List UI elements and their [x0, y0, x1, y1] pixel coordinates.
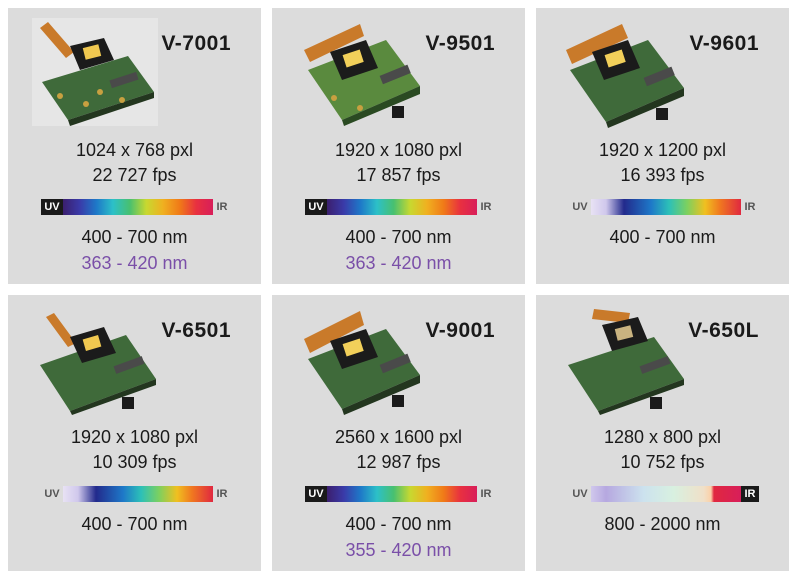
model-name: V-9601	[689, 32, 759, 55]
uv-range-text: 363 - 420 nm	[345, 253, 452, 273]
visible-range-text: 400 - 700 nm	[81, 227, 188, 247]
resolution-text: 1920 x 1080 pxl	[70, 427, 199, 447]
visible-range-text: 400 - 700 nm	[345, 227, 452, 247]
frame-rate-text: 10 309 fps	[92, 452, 177, 472]
frame-rate-text: 10 752 fps	[620, 452, 705, 472]
frame-rate-text: 17 857 fps	[356, 165, 441, 185]
spectrum-bar: UV IR	[305, 199, 495, 215]
spectrum-bar: UV IR	[305, 486, 495, 502]
uv-range-text: 355 - 420 nm	[345, 540, 452, 560]
product-card-v-9601: V-9601 1920 x 1200 pxl 16 393 fps UV IR …	[536, 8, 789, 284]
spectrum-gradient	[591, 199, 741, 215]
resolution-text: 1920 x 1080 pxl	[334, 140, 463, 160]
model-name: V-650L	[688, 319, 759, 342]
resolution-text: 1920 x 1200 pxl	[598, 140, 727, 160]
ir-label: IR	[216, 488, 228, 500]
resolution-text: 2560 x 1600 pxl	[334, 427, 463, 447]
visible-range-text: 800 - 2000 nm	[604, 514, 721, 534]
spectrum-gradient	[63, 486, 213, 502]
visible-range-text: 400 - 700 nm	[609, 227, 716, 247]
spectrum-gradient	[327, 199, 477, 215]
spectrum-bar: UV IR	[41, 199, 231, 215]
spectrum-gradient	[327, 486, 477, 502]
ir-label: IR	[744, 201, 756, 213]
dmd-board-image	[566, 24, 684, 128]
resolution-text: 1024 x 768 pxl	[75, 140, 194, 160]
spectrum-gradient	[591, 486, 741, 502]
spectrum-bar: UV IR	[569, 486, 759, 502]
spectrum-gradient	[63, 199, 213, 215]
dmd-board-image	[304, 24, 420, 126]
spectrum-bar: UV IR	[569, 199, 759, 215]
model-name: V-9501	[425, 32, 495, 55]
ir-label: IR	[480, 488, 492, 500]
spectrum-bar: UV IR	[41, 486, 231, 502]
uv-range-text: 363 - 420 nm	[81, 253, 188, 273]
frame-rate-text: 16 393 fps	[620, 165, 705, 185]
product-card-v-9001: V-9001 2560 x 1600 pxl 12 987 fps UV IR …	[272, 295, 525, 571]
ir-label: IR	[741, 486, 759, 502]
visible-range-text: 400 - 700 nm	[345, 514, 452, 534]
uv-label: UV	[572, 201, 588, 213]
model-name: V-9001	[425, 319, 495, 342]
dmd-board-image	[568, 309, 684, 415]
uv-label: UV	[305, 199, 327, 215]
uv-label: UV	[305, 486, 327, 502]
uv-label: UV	[44, 488, 60, 500]
dmd-board-image	[40, 313, 156, 415]
ir-label: IR	[480, 201, 492, 213]
product-card-v-7001: V-7001 1024 x 768 pxl 22 727 fps UV IR 4…	[8, 8, 261, 284]
uv-label: UV	[572, 488, 588, 500]
product-card-v-6501: V-6501 1920 x 1080 pxl 10 309 fps UV IR …	[8, 295, 261, 571]
visible-range-text: 400 - 700 nm	[81, 514, 188, 534]
model-name: V-6501	[161, 319, 231, 342]
resolution-text: 1280 x 800 pxl	[603, 427, 722, 447]
uv-label: UV	[41, 199, 63, 215]
product-card-v-9501: V-9501 1920 x 1080 pxl 17 857 fps UV IR …	[272, 8, 525, 284]
model-name: V-7001	[161, 32, 231, 55]
frame-rate-text: 22 727 fps	[92, 165, 177, 185]
dmd-board-image	[32, 18, 158, 126]
product-card-v-650l: V-650L 1280 x 800 pxl 10 752 fps UV IR 8…	[536, 295, 789, 571]
ir-label: IR	[216, 201, 228, 213]
dmd-board-image	[304, 311, 420, 415]
frame-rate-text: 12 987 fps	[356, 452, 441, 472]
